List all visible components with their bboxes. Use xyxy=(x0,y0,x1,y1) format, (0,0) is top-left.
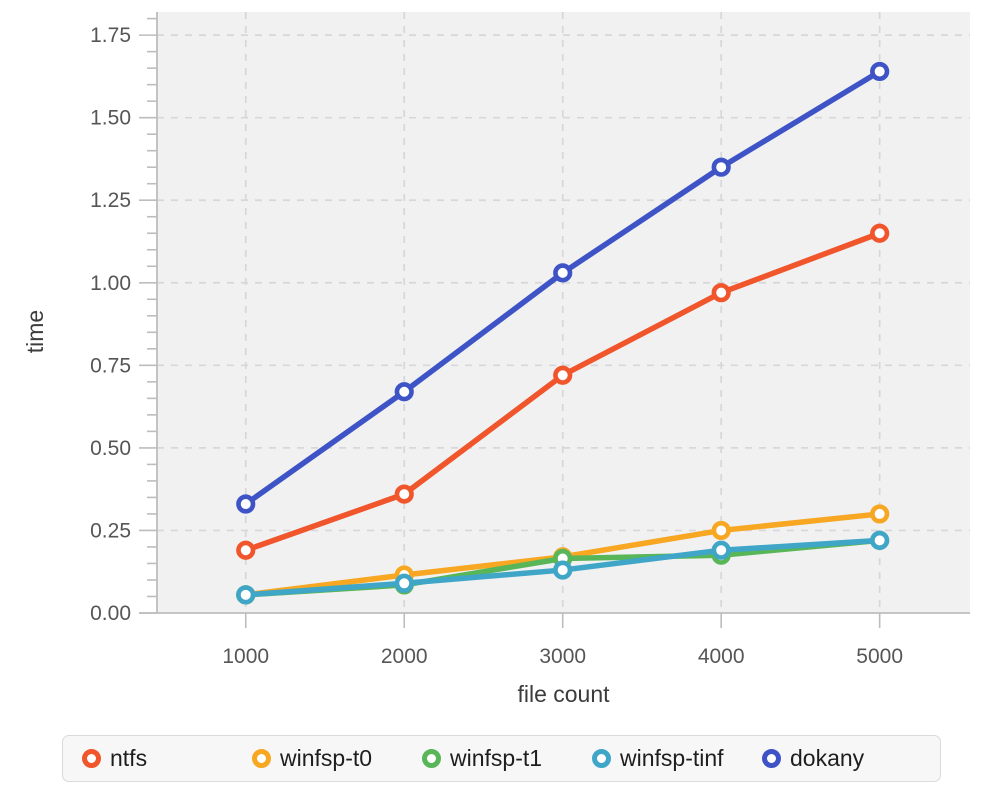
data-point-winfsp-t0-4000 xyxy=(711,520,731,541)
legend-item-winfsp-tinf[interactable]: winfsp-tinf xyxy=(592,745,762,772)
data-point-winfsp-tinf-4000 xyxy=(711,540,731,560)
y-tick-label: 0.75 xyxy=(90,354,131,377)
data-point-dokany-1000 xyxy=(236,494,256,514)
legend-label: dokany xyxy=(790,745,865,771)
y-axis-title: time xyxy=(22,309,49,354)
x-tick-label: 4000 xyxy=(698,645,745,668)
data-point-dokany-2000 xyxy=(394,382,414,402)
y-tick-label: 1.75 xyxy=(90,24,131,47)
x-tick-label: 2000 xyxy=(381,645,428,668)
legend-label: winfsp-t1 xyxy=(450,745,543,771)
data-point-ntfs-5000 xyxy=(870,223,890,243)
x-tick-label: 3000 xyxy=(539,645,586,668)
y-tick-label: 0.50 xyxy=(90,437,131,460)
y-tick-label: 0.25 xyxy=(90,519,131,542)
legend-item-winfsp-t1[interactable]: winfsp-t1 xyxy=(422,745,592,772)
line-chart: 0.00 0.25 0.50 0.75 1.00 1.25 1.50 1.75 1000 2000… xyxy=(90,12,970,668)
legend-label: winfsp-tinf xyxy=(620,745,724,771)
legend-marker-icon xyxy=(252,749,271,768)
legend-marker-icon xyxy=(82,749,101,768)
data-point-dokany-5000 xyxy=(870,61,890,82)
data-point-winfsp-tinf-1000 xyxy=(236,585,256,605)
data-point-winfsp-tinf-3000 xyxy=(553,560,573,580)
legend-item-dokany[interactable]: dokany xyxy=(762,745,864,772)
legend-label: ntfs xyxy=(110,745,148,771)
y-tick-label: 1.25 xyxy=(90,189,131,212)
data-point-winfsp-tinf-5000 xyxy=(870,530,890,550)
legend-item-winfsp-t0[interactable]: winfsp-t0 xyxy=(252,745,422,772)
data-point-ntfs-1000 xyxy=(236,540,256,560)
legend-marker-icon xyxy=(592,749,611,768)
legend-label: winfsp-t0 xyxy=(280,745,373,771)
x-tick-label: 5000 xyxy=(856,645,903,668)
legend-item-ntfs[interactable]: ntfs xyxy=(82,745,252,772)
data-point-dokany-4000 xyxy=(711,157,731,177)
data-point-winfsp-t0-5000 xyxy=(870,504,890,524)
x-tick-label: 1000 xyxy=(222,645,269,668)
data-point-dokany-3000 xyxy=(553,263,573,283)
y-tick-label: 1.00 xyxy=(90,272,131,295)
data-point-winfsp-tinf-2000 xyxy=(394,573,414,593)
data-point-ntfs-4000 xyxy=(711,283,731,303)
legend-marker-icon xyxy=(762,749,781,768)
data-point-ntfs-3000 xyxy=(553,365,573,385)
x-axis-title: file count xyxy=(517,681,610,707)
data-point-ntfs-2000 xyxy=(394,484,414,504)
legend-marker-icon xyxy=(422,749,441,768)
legend: ntfs winfsp-t0 winfsp-t1 winfsp-tinf dokany xyxy=(62,735,941,782)
y-tick-label: 0.00 xyxy=(90,602,131,625)
y-tick-label: 1.50 xyxy=(90,107,131,130)
